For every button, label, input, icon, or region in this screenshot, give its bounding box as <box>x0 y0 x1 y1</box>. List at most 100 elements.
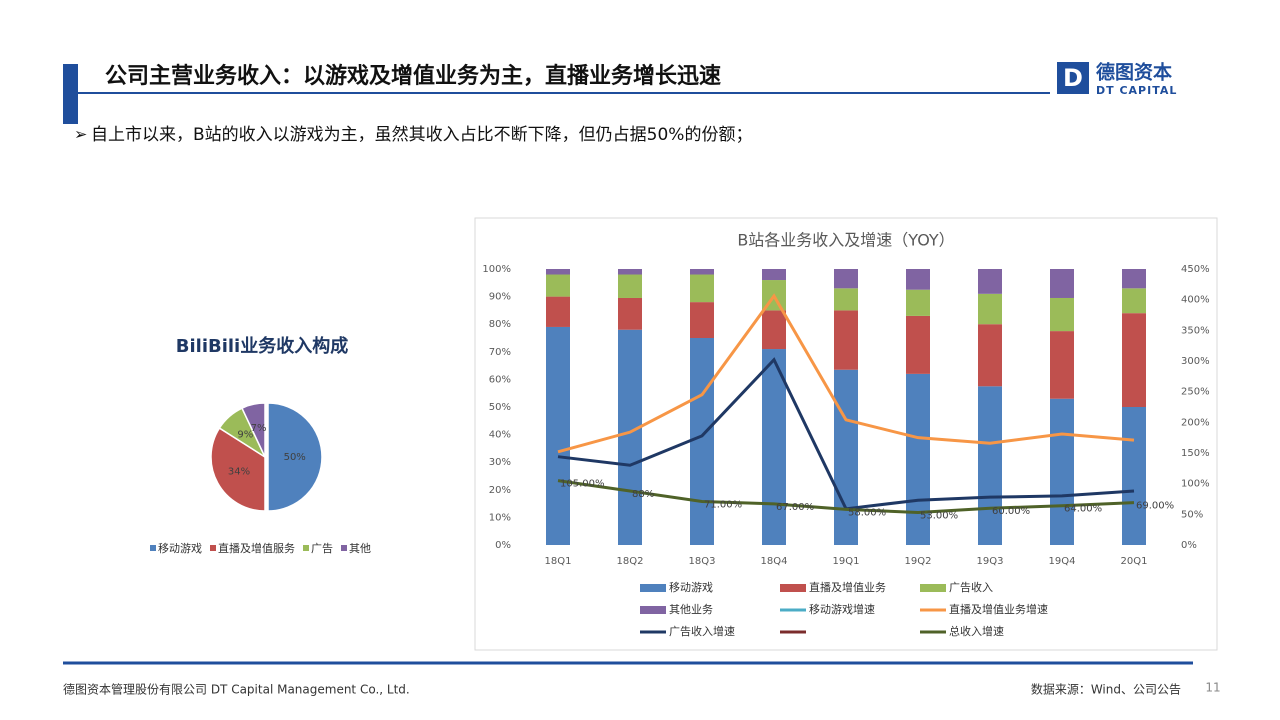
y2-tick-label: 50% <box>1181 509 1203 520</box>
bar-segment <box>762 349 786 545</box>
pie-label: 34% <box>228 466 250 477</box>
legend-label: 移动游戏 <box>669 581 713 594</box>
legend-label: 移动游戏 <box>158 542 202 555</box>
bullet-arrow: ➢ <box>74 125 87 144</box>
y-tick-label: 100% <box>482 264 511 275</box>
x-tick-label: 19Q1 <box>833 556 860 567</box>
x-tick-label: 19Q2 <box>905 556 932 567</box>
bar-segment <box>690 274 714 303</box>
bar-segment <box>546 296 570 327</box>
chart-title: B站各业务收入及增速（YOY） <box>737 231 954 250</box>
y-tick-label: 60% <box>489 374 511 385</box>
y-tick-label: 20% <box>489 485 511 496</box>
bar-segment <box>546 326 570 545</box>
y2-tick-label: 100% <box>1181 479 1210 490</box>
pie-label: 50% <box>284 452 306 463</box>
y2-tick-label: 250% <box>1181 387 1210 398</box>
bar-segment <box>1122 313 1146 407</box>
bar-segment <box>1050 297 1074 332</box>
data-label: 58.00% <box>848 507 886 518</box>
y2-tick-label: 150% <box>1181 448 1210 459</box>
x-tick-label: 19Q3 <box>977 556 1004 567</box>
legend-label: 直播及增值业务增速 <box>949 602 1048 616</box>
bar-segment <box>546 274 570 297</box>
data-label: 71.00% <box>704 499 742 510</box>
bar-segment <box>690 338 714 545</box>
bar-segment <box>978 269 1002 294</box>
bar-segment <box>978 386 1002 545</box>
bar-segment <box>1050 398 1074 545</box>
bar-segment <box>1122 288 1146 314</box>
bar-segment <box>1122 269 1146 289</box>
data-label: 88% <box>632 489 654 500</box>
bullet-text: 自上市以来，B站的收入以游戏为主，虽然其收入占比不断下降，但仍占据50%的份额； <box>91 125 752 145</box>
bar-segment <box>834 369 858 545</box>
data-label: 69.00% <box>1136 501 1174 512</box>
bar-segment <box>618 329 642 545</box>
bar-segment <box>618 297 642 330</box>
bar-segment <box>978 324 1002 387</box>
bar-segment <box>618 274 642 298</box>
bar-segment <box>690 302 714 338</box>
logo-letter: D <box>1063 64 1083 92</box>
logo-en: DT CAPITAL <box>1096 84 1177 97</box>
x-tick-label: 18Q2 <box>617 556 644 567</box>
y-tick-label: 50% <box>489 402 511 413</box>
legend-label: 直播及增值业务 <box>809 580 886 594</box>
bar-segment <box>906 269 930 290</box>
legend-label: 总收入增速 <box>949 624 1004 638</box>
bar-segment <box>906 315 930 374</box>
legend-swatch <box>210 545 216 551</box>
bar-segment <box>762 310 786 350</box>
data-label: 64.00% <box>1064 504 1102 515</box>
legend-label: 直播及增值服务 <box>218 541 295 555</box>
x-tick-label: 18Q3 <box>689 556 716 567</box>
data-label: 53.00% <box>920 510 958 521</box>
chart-title: BiliBili业务收入构成 <box>176 335 348 357</box>
legend-swatch <box>150 545 156 551</box>
y2-tick-label: 200% <box>1181 417 1210 428</box>
bar-segment <box>906 373 930 545</box>
logo-mark <box>1057 62 1089 94</box>
x-tick-label: 19Q4 <box>1049 556 1076 567</box>
legend-label: 广告 <box>311 542 333 555</box>
pie-slice <box>241 402 266 458</box>
x-tick-label: 20Q1 <box>1121 556 1148 567</box>
y2-tick-label: 0% <box>1181 540 1197 551</box>
bar-segment <box>1122 407 1146 545</box>
logo-cn: 德图资本 <box>1096 61 1172 84</box>
y-tick-label: 70% <box>489 347 511 358</box>
line-series <box>557 293 1135 454</box>
y-tick-label: 0% <box>495 540 511 551</box>
y-tick-label: 40% <box>489 430 511 441</box>
pie-label: 9% <box>237 430 253 441</box>
legend-swatch <box>640 584 666 592</box>
footer-company: 德图资本管理股份有限公司 DT Capital Management Co., … <box>63 682 410 697</box>
y2-tick-label: 400% <box>1181 295 1210 306</box>
legend-swatch <box>640 606 666 614</box>
legend-label: 其他 <box>349 542 371 555</box>
data-label: 60.00% <box>992 506 1030 517</box>
legend-swatch <box>920 584 946 592</box>
bar-segment <box>834 310 858 370</box>
bar-segment <box>690 269 714 275</box>
legend-swatch <box>303 545 309 551</box>
page-number: 11 <box>1205 681 1220 695</box>
y2-tick-label: 450% <box>1181 264 1210 275</box>
y2-tick-label: 350% <box>1181 325 1210 336</box>
bar-segment <box>906 289 930 316</box>
legend-label: 移动游戏增速 <box>809 602 875 616</box>
y-tick-label: 90% <box>489 292 511 303</box>
legend-label: 广告收入增速 <box>669 624 735 638</box>
legend-swatch <box>341 545 347 551</box>
x-tick-label: 18Q1 <box>545 556 572 567</box>
bar-segment <box>1050 331 1074 399</box>
slide-title: 公司主营业务收入：以游戏及增值业务为主，直播业务增长迅速 <box>105 63 721 89</box>
x-tick-label: 18Q4 <box>761 556 788 567</box>
data-label: 105.00% <box>560 479 605 490</box>
bar-segment <box>618 269 642 275</box>
pie-slice <box>267 402 323 512</box>
legend-label: 广告收入 <box>949 580 993 594</box>
legend-swatch <box>780 584 806 592</box>
